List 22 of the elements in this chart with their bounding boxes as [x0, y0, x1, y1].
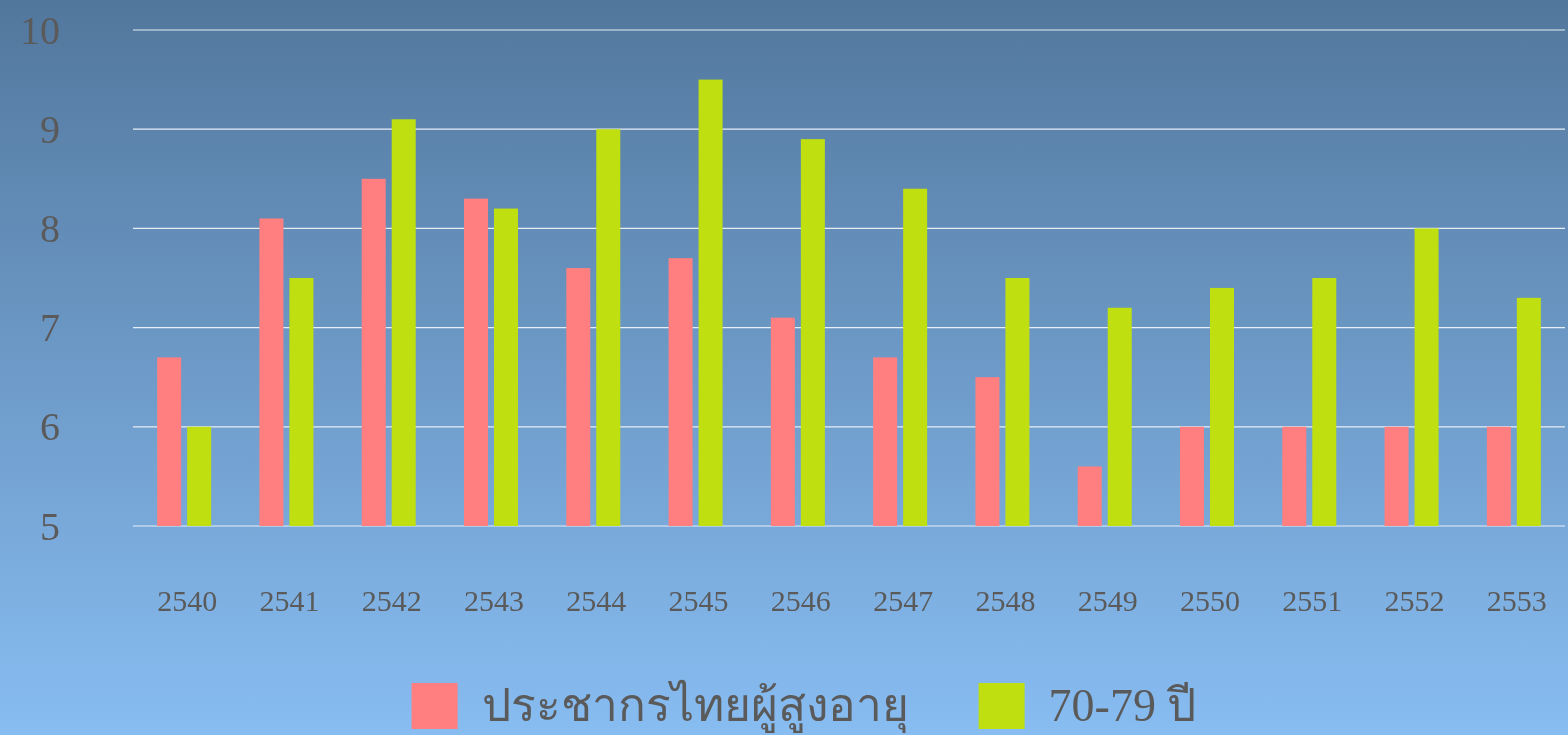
x-tick-label: 2548 — [975, 583, 1036, 617]
x-tick-label: 2549 — [1077, 583, 1138, 617]
y-tick-label: 6 — [40, 404, 60, 450]
y-tick-label: 5 — [40, 503, 60, 549]
y-tick-label: 8 — [40, 205, 60, 251]
legend-label: ประชากรไทยผู้สูงอายุ — [481, 678, 909, 734]
x-tick-label: 2553 — [1486, 583, 1547, 617]
x-tick-label: 2540 — [157, 583, 218, 617]
legend-label: 70-79 ปี — [1048, 679, 1197, 731]
x-tick-label: 2552 — [1384, 583, 1445, 617]
y-tick-label: 7 — [40, 305, 60, 351]
x-tick-label: 2541 — [259, 583, 320, 617]
x-tick-label: 2546 — [770, 583, 831, 617]
x-tick-label: 2547 — [873, 583, 934, 617]
x-tick-label: 2544 — [566, 583, 627, 617]
x-tick-label: 2545 — [668, 583, 729, 617]
y-tick-label: 9 — [40, 106, 60, 152]
x-tick-label: 2543 — [464, 583, 524, 617]
x-tick-label: 2550 — [1180, 583, 1240, 617]
y-tick-label: 10 — [20, 7, 60, 53]
x-tick-label: 2551 — [1282, 583, 1343, 617]
x-tick-label: 2542 — [361, 583, 422, 617]
